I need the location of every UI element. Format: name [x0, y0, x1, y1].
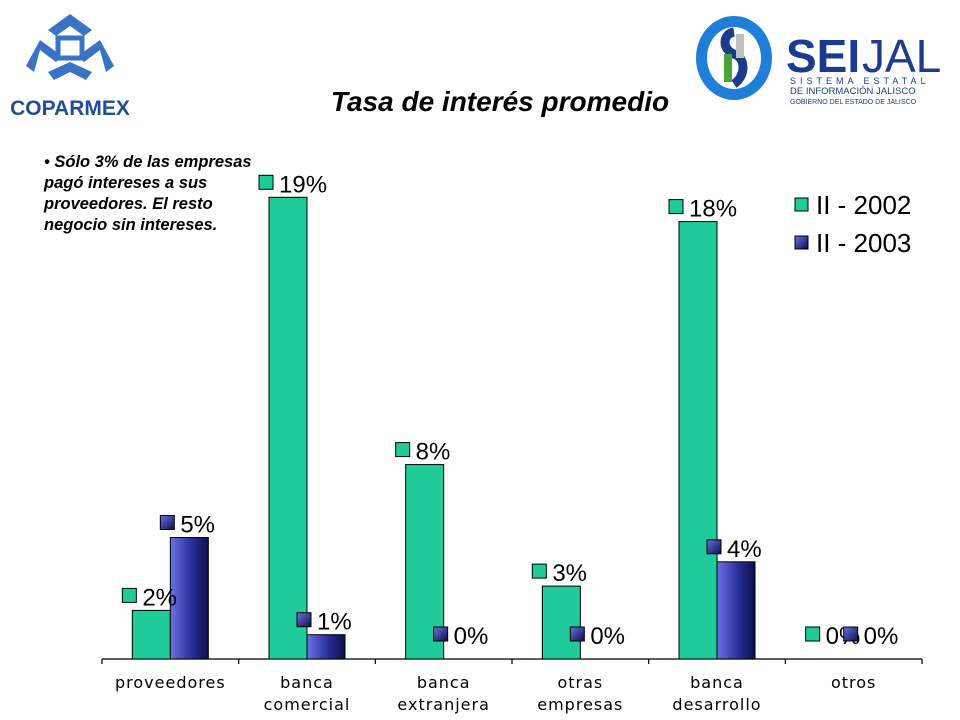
seijal-logo-line2: DE INFORMACIÓN JALISCO: [790, 86, 916, 97]
data-label: 0%: [864, 623, 899, 650]
category-label: banca: [280, 673, 334, 692]
note-bullet: • Sólo 3% de las empresas pagó intereses…: [44, 153, 252, 234]
category-label: proveedores: [115, 673, 226, 692]
data-label: 8%: [416, 439, 451, 466]
data-label-marker: [159, 515, 175, 530]
bar-ii-2002: [541, 585, 581, 660]
data-label: 0%: [590, 623, 625, 650]
data-label: 3%: [552, 560, 587, 587]
data-label-marker: [805, 626, 821, 642]
bar-ii-2003: [716, 561, 756, 660]
data-label: 19%: [279, 171, 327, 198]
data-label-marker: [121, 587, 137, 603]
seijal-emblem: [696, 16, 772, 100]
bar-ii-2002: [268, 196, 308, 660]
category-label: extranjera: [397, 695, 490, 714]
legend-label: II - 2002: [816, 190, 911, 220]
coparmex-logo: COPARMEX: [10, 14, 130, 120]
legend-marker: [794, 235, 809, 250]
coparmex-logo-text: COPARMEX: [10, 97, 130, 120]
data-label-marker: [395, 442, 411, 458]
note-text: Sólo 3% de las empresas pagó intereses a…: [44, 153, 252, 234]
bar-ii-2003: [169, 537, 209, 660]
data-label: 5%: [180, 512, 215, 539]
seijal-logo: SEI JAL SISTEMA ESTATAL DE INFORMACIÓN J…: [696, 16, 941, 106]
category-label: otras: [557, 673, 603, 692]
chart-title: Tasa de interés promedio: [330, 86, 670, 117]
coparmex-emblem: [26, 14, 114, 80]
data-label-marker: [569, 626, 585, 642]
data-label-marker: [843, 626, 859, 642]
data-label: 1%: [317, 609, 352, 636]
seijal-logo-main-bold: SEI: [786, 30, 860, 82]
category-label: otros: [831, 673, 876, 692]
data-label: 4%: [727, 536, 762, 563]
category-label: banca: [417, 673, 471, 692]
data-label-marker: [296, 612, 312, 628]
legend-label: II - 2003: [816, 228, 911, 258]
category-label: comercial: [264, 695, 351, 714]
data-label-marker: [258, 174, 274, 190]
data-label: 2%: [142, 584, 177, 611]
bar-ii-2002: [131, 609, 171, 660]
data-label: 0%: [454, 623, 489, 650]
data-label: 18%: [689, 196, 737, 223]
data-label-marker: [668, 199, 684, 215]
data-label-marker: [706, 539, 722, 555]
category-label: desarrollo: [672, 695, 761, 714]
legend-marker: [794, 197, 809, 212]
category-label: banca: [690, 673, 744, 692]
seijal-logo-line1: SISTEMA ESTATAL: [790, 76, 930, 86]
data-label-marker: [433, 626, 449, 642]
data-label-marker: [531, 563, 547, 579]
seijal-logo-main-light: JAL: [862, 30, 941, 82]
bar-ii-2002: [678, 221, 718, 660]
seijal-logo-line3: GOBIERNO DEL ESTADO DE JALISCO: [790, 99, 917, 106]
bar-ii-2003: [306, 634, 346, 660]
category-label: empresas: [537, 695, 623, 714]
